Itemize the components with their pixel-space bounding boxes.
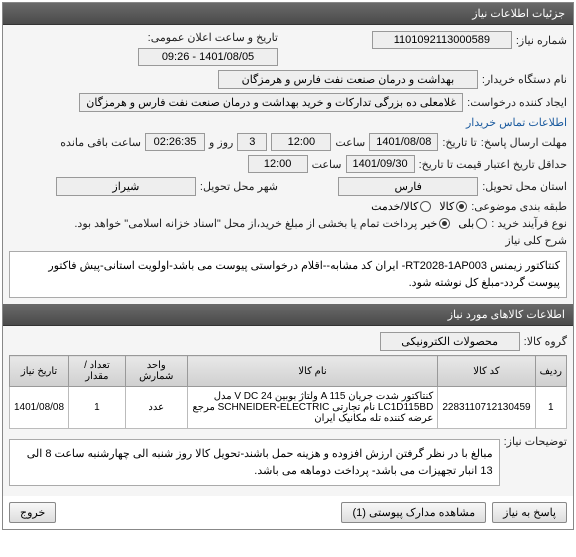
send-deadline-label: مهلت ارسال پاسخ: xyxy=(481,136,567,149)
col-1: کد کالا xyxy=(438,356,535,387)
buy-type-label: نوع فرآیند خرید : xyxy=(491,217,567,230)
time-label-2: ساعت xyxy=(312,158,342,171)
desc-label: شرح کلی نیاز xyxy=(505,234,567,247)
pack-opt-1-label: کالا/خدمت xyxy=(371,200,418,213)
col-3: واحد شمارش xyxy=(125,356,187,387)
remain-value: 02:26:35 xyxy=(145,133,205,151)
radio-icon xyxy=(439,218,450,229)
items-table: ردیف کد کالا نام کالا واحد شمارش تعداد /… xyxy=(9,355,567,429)
buy-opt-1[interactable]: خیر xyxy=(421,217,450,230)
province-label: استان محل تحویل: xyxy=(482,180,567,193)
need-number-value: 1101092113000589 xyxy=(372,31,512,49)
table-cell: 2283110712130459 xyxy=(438,387,535,429)
notes-text: مبالغ با در نظر گرفتن ارزش افزوده و هزین… xyxy=(9,439,500,486)
pack-opt-0[interactable]: کالا xyxy=(439,200,467,213)
credit-date-value: 1401/09/30 xyxy=(346,155,415,173)
col-2: نام کالا xyxy=(187,356,438,387)
credit-time-value: 12:00 xyxy=(248,155,308,173)
need-details-panel: جزئیات اطلاعات نیاز شماره نیاز: 11010921… xyxy=(2,2,574,530)
footer-buttons: پاسخ به نیاز مشاهده مدارک پیوستی (1) خرو… xyxy=(3,496,573,529)
col-5: تاریخ نیاز xyxy=(10,356,69,387)
creator-value: غلامعلی ده بزرگی تدارکات و خرید بهداشت و… xyxy=(79,93,463,112)
radio-icon xyxy=(456,201,467,212)
creator-label: ایجاد کننده درخواست: xyxy=(467,96,567,109)
city-value: شیراز xyxy=(56,177,196,196)
rooz-label: روز و xyxy=(209,136,233,149)
send-time-value: 12:00 xyxy=(271,133,331,151)
buy-opt-0[interactable]: بلی xyxy=(458,217,487,230)
pack-opt-0-label: کالا xyxy=(439,200,454,213)
table-row: 12283110712130459کنتاکتور شدت جریان A 11… xyxy=(10,387,567,429)
province-value: فارس xyxy=(338,177,478,196)
panel-body-1: شماره نیاز: 1101092113000589 تاریخ و ساع… xyxy=(3,25,573,304)
buy-opt-0-label: بلی xyxy=(458,217,474,230)
notes-label: توضیحات نیاز: xyxy=(504,435,567,448)
panel-header-2: اطلاعات کالاهای مورد نیاز xyxy=(3,304,573,326)
announce-label: تاریخ و ساعت اعلان عمومی: xyxy=(148,31,278,44)
need-number-label: شماره نیاز: xyxy=(516,34,567,47)
group-label: گروه کالا: xyxy=(524,335,567,348)
credit-label: حداقل تاریخ اعتبار قیمت تا تاریخ: xyxy=(419,158,567,171)
table-cell: 1 xyxy=(69,387,126,429)
table-cell: عدد xyxy=(125,387,187,429)
panel-header-1: جزئیات اطلاعات نیاز xyxy=(3,3,573,25)
remain-label: ساعت باقی مانده xyxy=(60,136,141,149)
announce-value: 1401/08/05 - 09:26 xyxy=(138,48,278,66)
desc-text: کنتاکتور زیمنس RT2028-1AP003- ایران کد م… xyxy=(9,251,567,298)
radio-icon xyxy=(420,201,431,212)
buyer-org-value: بهداشت و درمان صنعت نفت فارس و هرمزگان xyxy=(218,70,478,89)
radio-icon xyxy=(476,218,487,229)
buy-radio-group: بلی خیر xyxy=(421,217,487,230)
contact-link[interactable]: اطلاعات تماس خریدار xyxy=(466,116,567,129)
rooz-value: 3 xyxy=(237,133,267,151)
col-0: ردیف xyxy=(535,356,566,387)
table-header-row: ردیف کد کالا نام کالا واحد شمارش تعداد /… xyxy=(10,356,567,387)
panel-body-2: گروه کالا: محصولات الکترونیکی ردیف کد کا… xyxy=(3,326,573,496)
pack-label: طبقه بندی موضوعی: xyxy=(471,200,567,213)
send-until-label: تا تاریخ: xyxy=(442,136,476,149)
send-date-value: 1401/08/08 xyxy=(369,133,438,151)
pack-radio-group: کالا کالا/خدمت xyxy=(371,200,467,213)
reply-button[interactable]: پاسخ به نیاز xyxy=(492,502,567,523)
table-cell: 1401/08/08 xyxy=(10,387,69,429)
attachments-button[interactable]: مشاهده مدارک پیوستی (1) xyxy=(341,502,486,523)
time-label-1: ساعت xyxy=(335,136,365,149)
pack-opt-1[interactable]: کالا/خدمت xyxy=(371,200,431,213)
table-body: 12283110712130459کنتاکتور شدت جریان A 11… xyxy=(10,387,567,429)
table-cell: 1 xyxy=(535,387,566,429)
col-4: تعداد / مقدار xyxy=(69,356,126,387)
city-label: شهر محل تحویل: xyxy=(200,180,278,193)
buyer-org-label: نام دستگاه خریدار: xyxy=(482,73,567,86)
close-button[interactable]: خروج xyxy=(9,502,56,523)
table-cell: کنتاکتور شدت جریان A 115 ولتاژ بوبین V D… xyxy=(187,387,438,429)
buy-note: پرداخت تمام یا بخشی از مبلغ خرید،از محل … xyxy=(74,217,417,230)
buy-opt-1-label: خیر xyxy=(421,217,437,230)
group-value: محصولات الکترونیکی xyxy=(380,332,520,351)
